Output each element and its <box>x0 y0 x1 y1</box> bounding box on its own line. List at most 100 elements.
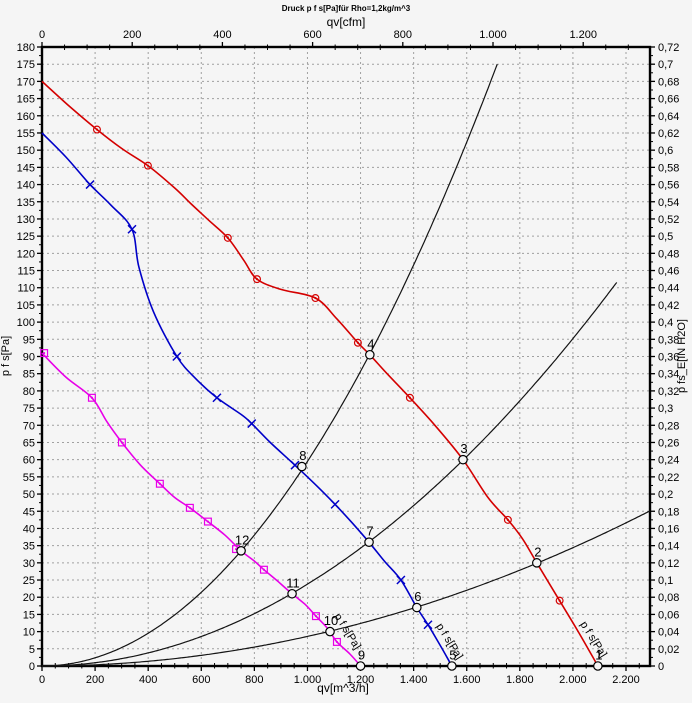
tick-label: 75 <box>23 403 35 415</box>
tick-label: 2.000 <box>559 674 587 686</box>
operating-point-2 <box>532 558 542 568</box>
operating-point-label-4: 4 <box>367 336 374 351</box>
operating-point-8 <box>297 461 307 472</box>
tick-label: 45 <box>23 506 35 518</box>
tick-label: 0,22 <box>658 472 679 484</box>
tick-label: 0 <box>39 29 45 41</box>
tick-label: 0,5 <box>658 231 673 243</box>
tick-label: 0,62 <box>658 128 679 140</box>
tick-label: 0,72 <box>658 42 679 54</box>
tick-label: 100 <box>17 317 35 329</box>
tick-label: 40 <box>23 523 35 535</box>
tick-label: 130 <box>17 214 35 226</box>
tick-label: 135 <box>17 197 35 209</box>
tick-label: 55 <box>23 472 35 484</box>
tick-label: 0,4 <box>658 317 673 329</box>
tick-label: 1.400 <box>400 674 428 686</box>
operating-point-label-11: 11 <box>286 575 300 590</box>
tick-label: 0,06 <box>658 609 679 621</box>
tick-label: 50 <box>23 489 35 501</box>
tick-label: 0,64 <box>658 111 679 123</box>
tick-label: 800 <box>245 674 263 686</box>
system-curve-middle <box>41 282 618 667</box>
tick-label: 0,56 <box>658 180 679 192</box>
tick-label: 95 <box>23 334 35 346</box>
tick-label: 70 <box>23 420 35 432</box>
operating-point-5 <box>447 661 457 671</box>
tick-label: 0,6 <box>658 145 673 157</box>
tick-label: 1.200 <box>569 29 597 41</box>
tick-label: 400 <box>139 674 157 686</box>
tick-label: 15 <box>23 609 35 621</box>
tick-label: 60 <box>23 455 35 467</box>
tick-label: 0,44 <box>658 283 679 295</box>
tick-label: 125 <box>17 231 35 243</box>
operating-point-3 <box>458 454 468 465</box>
fan-curve-magenta <box>41 352 362 667</box>
tick-label: 180 <box>17 42 35 54</box>
tick-label: 105 <box>17 300 35 312</box>
tick-label: 0,16 <box>658 523 679 535</box>
tick-label: 0,3 <box>658 403 673 415</box>
fan-curve-red-markers <box>92 125 564 605</box>
tick-label: 0,66 <box>658 94 679 106</box>
tick-label: 0,14 <box>658 541 679 553</box>
tick-label: 0,46 <box>658 266 679 278</box>
tick-label: 115 <box>17 266 35 278</box>
tick-label: 1.000 <box>294 674 322 686</box>
tick-label: 0,08 <box>658 592 679 604</box>
tick-label: 120 <box>17 248 35 260</box>
gridlines <box>42 47 650 666</box>
tick-label: 0,54 <box>658 197 679 209</box>
operating-point-10 <box>325 626 335 637</box>
tick-label: 140 <box>17 180 35 192</box>
operating-point-label-2: 2 <box>534 544 541 559</box>
tick-label: 1.800 <box>506 674 534 686</box>
fan-curves <box>40 80 599 667</box>
tick-label: 20 <box>23 592 35 604</box>
chart-title: Druck p f s[Pa]für Rho=1,2kg/m^3 <box>282 4 411 13</box>
tick-label: 600 <box>192 674 210 686</box>
tick-label: 0,34 <box>658 369 679 381</box>
tick-label: 25 <box>23 575 35 587</box>
tick-label: 0,68 <box>658 76 679 88</box>
tick-label: 80 <box>23 386 35 398</box>
tick-label: 1.200 <box>347 674 375 686</box>
right-axis-label: p fs_E[IN H2O] <box>676 319 688 393</box>
tick-label: 155 <box>17 128 35 140</box>
tick-label: 10 <box>23 627 35 639</box>
tick-label: 0,24 <box>658 455 679 467</box>
operating-point-12 <box>236 545 246 556</box>
tick-label: 0,36 <box>658 352 679 364</box>
tick-label: 1.000 <box>479 29 507 41</box>
tick-label: 0 <box>658 661 664 673</box>
system-curve-shallow <box>41 510 651 667</box>
tick-label: 0,02 <box>658 644 679 656</box>
tick-label: 175 <box>17 59 35 71</box>
tick-label: 5 <box>29 644 35 656</box>
top-axis-label: qv[cfm] <box>327 15 366 29</box>
tick-label: 0,28 <box>658 420 679 432</box>
tick-label: 200 <box>123 29 141 41</box>
tick-label: 90 <box>23 352 35 364</box>
operating-point-label-9: 9 <box>358 648 365 663</box>
tick-label: 160 <box>17 111 35 123</box>
tick-label: 0,04 <box>658 627 679 639</box>
operating-point-9 <box>355 661 366 671</box>
tick-label: 0,38 <box>658 334 679 346</box>
axis-tick-labels: 0 200 400 600 800 1.000 1.200 1.400 1.600 1.800 2.… <box>17 29 680 686</box>
operating-point-label-1: 1 <box>595 648 602 663</box>
tick-label: 110 <box>17 283 35 295</box>
tick-label: 30 <box>23 558 35 570</box>
operating-point-4 <box>365 349 375 360</box>
operating-point-label-12: 12 <box>235 532 249 547</box>
tick-label: 200 <box>86 674 104 686</box>
tick-label: 0,2 <box>658 489 673 501</box>
fan-curve-red <box>41 80 599 667</box>
operating-point-6 <box>412 602 422 613</box>
fan-curve-blue-markers <box>85 180 433 630</box>
operating-point-11 <box>287 588 297 599</box>
